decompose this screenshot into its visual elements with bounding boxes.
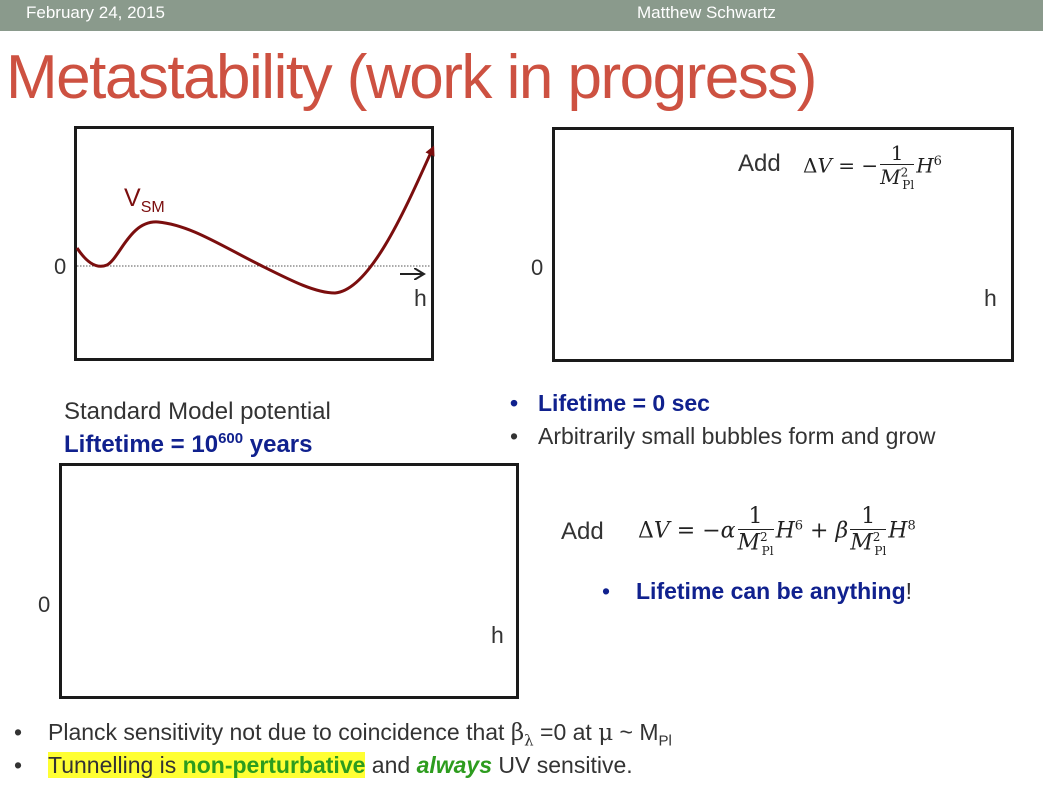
b1-text-pre: Planck sensitivity not due to coincidenc… [48, 719, 511, 745]
panel-add-h6-h8 [59, 463, 519, 699]
panel-sm-potential [74, 126, 434, 361]
panel1-zero-label: 0 [54, 254, 67, 279]
b1-beta-sub: λ [524, 731, 534, 750]
vsm-letter: V [124, 184, 141, 212]
panel2-zero-label: 0 [531, 255, 544, 280]
panel2-formula: ΔV = −1 M2Pl H6 [803, 141, 942, 192]
tunnelling-highlight: Tunnelling is non-perturbative [48, 752, 366, 778]
b1-sub-pl: Pl [658, 732, 672, 750]
panel3-h-label: h [491, 622, 504, 648]
panel3-zero-label: 0 [38, 592, 51, 617]
b1-beta: β [510, 720, 525, 746]
panel-add-h6 [552, 127, 1014, 362]
b2-nonperturbative: non-perturbative [182, 752, 366, 778]
page-title: Metastability (work in progress) [6, 43, 817, 112]
panel2-h-label: h [984, 285, 997, 311]
vsm-subscript: SM [140, 199, 165, 216]
bullet-lifetime-zero-text: Lifetime = 0 sec [538, 390, 710, 416]
bullet-bubbles: • Arbitrarily small bubbles form and grow [510, 423, 936, 449]
vsm-label: VSM [124, 184, 165, 217]
sm-lifetime-exponent: 600 [218, 430, 244, 447]
bullet-lifetime-zero: • Lifetime = 0 sec [510, 390, 710, 416]
b2-always: always [416, 752, 493, 778]
header-bar: February 24, 2015 Matthew Schwartz [0, 0, 1043, 31]
bullet-lifetime-anything-text: Lifetime can be anything [636, 578, 906, 604]
header-author: Matthew Schwartz [637, 3, 776, 22]
sm-lifetime-suffix: years [243, 431, 313, 458]
bullet-lifetime-anything: • Lifetime can be anything! [602, 578, 913, 604]
panel2-add-label: Add [738, 150, 781, 177]
panel1-h-label: h [414, 285, 427, 311]
b2-text-hl: Tunnelling is [48, 752, 183, 778]
b2-text-and: and [365, 752, 417, 778]
header-date: February 24, 2015 [26, 3, 165, 22]
b1-mu: μ [598, 720, 614, 746]
bullet-planck-sensitivity: • Planck sensitivity not due to coinciden… [14, 719, 672, 750]
sm-caption-title: Standard Model potential [64, 398, 331, 425]
add2-formula: ΔV = −α 1 M2Pl H6 + β 1 M2Pl H8 [638, 504, 916, 558]
bullet-lifetime-anything-end: ! [905, 578, 913, 604]
sm-lifetime-prefix: Liftetime = 10 [64, 431, 219, 458]
b2-text-end: UV sensitive. [492, 752, 633, 778]
sm-caption-lifetime: Liftetime = 10600 years [64, 430, 313, 459]
add2-label: Add [561, 518, 604, 545]
bullet-tunnelling: • Tunnelling is non-perturbative and alwa… [14, 752, 633, 778]
b1-text-mid: =0 at [533, 719, 599, 745]
bullet-bubbles-text: Arbitrarily small bubbles form and grow [538, 423, 936, 449]
b1-text-sim: ~ M [613, 719, 659, 745]
